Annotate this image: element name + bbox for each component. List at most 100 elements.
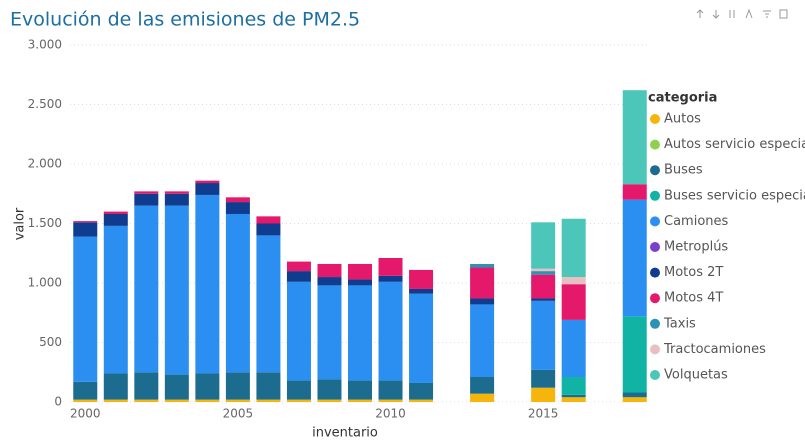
bar-segment — [103, 373, 128, 400]
y-tick-label: 1.000 — [28, 276, 62, 290]
bar-segment — [195, 183, 220, 195]
bar-segment — [622, 199, 647, 317]
bar-segment — [286, 380, 311, 400]
bar-segment — [561, 277, 586, 285]
y-tick-label: 0 — [54, 395, 62, 409]
bar-segment — [256, 399, 281, 402]
bar-segment — [561, 319, 586, 378]
bar-segment — [531, 300, 556, 370]
bar-segment — [286, 281, 311, 381]
legend-swatch — [650, 190, 660, 201]
bar-segment — [73, 221, 98, 223]
bar-segment — [348, 263, 372, 280]
bar-segment — [317, 285, 342, 380]
x-axis-label: inventario — [312, 426, 378, 441]
bar-segment — [256, 235, 281, 373]
bar-segment — [286, 271, 311, 282]
bar-segment — [622, 392, 647, 398]
bar-segment — [73, 222, 98, 237]
bar-segment — [73, 399, 98, 402]
bar-segment — [164, 191, 189, 194]
bar-segment — [348, 399, 372, 402]
bar-segment — [134, 193, 159, 206]
bar-segment — [348, 285, 372, 381]
legend-label: Camiones — [664, 214, 729, 229]
bar-segment — [409, 269, 434, 289]
bar-segment — [622, 90, 647, 185]
bar-segment — [256, 372, 281, 400]
bar-segment — [378, 399, 403, 402]
bar-segment — [348, 380, 372, 400]
legend-swatch — [650, 165, 660, 176]
bar-segment — [470, 263, 495, 268]
bar-segment — [622, 184, 647, 200]
legend-swatch — [650, 344, 660, 355]
bar-segment — [348, 279, 372, 286]
bar-segment — [103, 225, 128, 374]
y-tick-label: 500 — [39, 335, 62, 349]
bar-segment — [470, 267, 495, 299]
bar-segment — [317, 263, 342, 278]
legend-label: Tractocamiones — [663, 342, 766, 357]
legend-label: Motos 4T — [664, 291, 723, 306]
chart-title: Evolución de las emisiones de PM2.5 — [10, 9, 360, 31]
bar-segment — [225, 202, 250, 214]
bar-segment — [409, 288, 434, 294]
bar-segment — [531, 271, 556, 275]
bar-segment — [134, 372, 159, 400]
bar-segment — [134, 205, 159, 373]
y-tick-label: 1.500 — [28, 216, 62, 230]
bar-segment — [225, 213, 250, 373]
legend-label: Volquetas — [664, 368, 728, 383]
y-tick-label: 2.000 — [28, 157, 62, 171]
legend-label: Autos servicio especial — [664, 137, 805, 152]
legend-swatch — [650, 267, 660, 278]
bar-segment — [164, 374, 189, 400]
bar-segment — [134, 399, 159, 402]
bar-segment — [317, 379, 342, 400]
bar-segment — [378, 281, 403, 381]
legend-swatch — [650, 216, 660, 227]
bar-segment — [622, 397, 647, 402]
bar-segment — [286, 261, 311, 272]
bar-segment — [317, 277, 342, 286]
bar-segment — [531, 369, 556, 388]
bar-segment — [531, 298, 556, 301]
bar-segment — [225, 399, 250, 402]
x-tick-label: 2000 — [70, 407, 101, 421]
legend-label: Buses — [664, 163, 703, 178]
bar-segment — [470, 377, 495, 394]
bar-segment — [286, 399, 311, 402]
bar-segment — [195, 399, 220, 402]
y-tick-label: 3.000 — [28, 38, 62, 52]
bar-segment — [195, 194, 220, 374]
bar-segment — [103, 399, 128, 402]
bar-segment — [164, 193, 189, 206]
legend-title: categoria — [648, 91, 717, 106]
bar-segment — [561, 377, 586, 395]
bar-segment — [317, 399, 342, 402]
x-tick-label: 2005 — [223, 407, 254, 421]
x-tick-label: 2015 — [528, 407, 559, 421]
bar-segment — [73, 236, 98, 382]
bar-segment — [256, 216, 281, 224]
bar-segment — [378, 258, 403, 276]
toolbar-icons[interactable] — [696, 8, 788, 19]
legend-swatch — [650, 139, 660, 150]
bar-segment — [470, 304, 495, 378]
bar-segment — [103, 213, 128, 226]
bar-segment — [103, 211, 128, 214]
legend-label: Motos 2T — [664, 265, 723, 280]
bar-segment — [164, 205, 189, 375]
legend-swatch — [650, 318, 660, 329]
bar-segment — [378, 380, 403, 400]
bar-segment — [409, 382, 434, 400]
bar-segment — [134, 191, 159, 194]
bar-segment — [561, 284, 586, 320]
x-tick-label: 2010 — [375, 407, 406, 421]
legend-swatch — [650, 370, 660, 380]
bar-segment — [256, 223, 281, 236]
bar-segment — [531, 222, 556, 269]
y-axis-label: valor — [13, 207, 28, 240]
